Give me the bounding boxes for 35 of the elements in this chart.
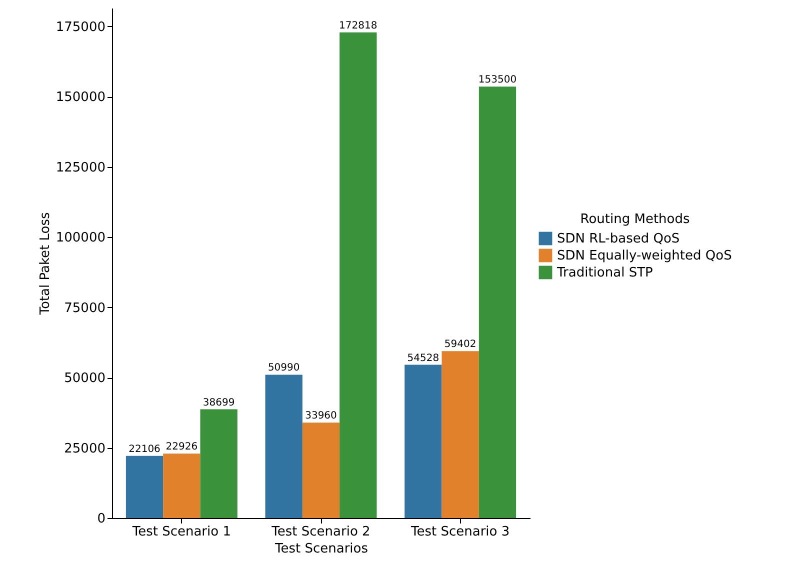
x-tick-label: Test Scenario 1 — [131, 524, 231, 540]
bar — [265, 374, 302, 518]
x-tick-label: Test Scenario 3 — [410, 524, 510, 540]
data-label: 54528 — [407, 352, 440, 364]
y-tick-label: 150000 — [56, 90, 106, 106]
bar — [126, 456, 164, 518]
y-axis-title: Total Paket Loss — [38, 212, 53, 316]
bar — [404, 364, 442, 518]
legend-label: SDN Equally-weighted QoS — [557, 248, 732, 264]
bar — [200, 409, 238, 518]
data-label: 38699 — [202, 397, 235, 408]
data-label: 50990 — [268, 362, 300, 374]
bar — [302, 422, 340, 518]
x-tick-label: Test Scenario 2 — [270, 524, 370, 540]
legend-label: Traditional STP — [556, 266, 654, 280]
y-tick-label: 175000 — [56, 20, 106, 35]
data-label: 172818 — [339, 20, 378, 32]
bar — [340, 32, 377, 518]
data-label: 22106 — [128, 444, 160, 455]
x-axis-title: Test Scenarios — [274, 542, 368, 556]
data-label: 22926 — [166, 442, 198, 453]
y-tick-label: 100000 — [56, 230, 106, 246]
data-label: 59402 — [444, 339, 476, 350]
bar — [163, 454, 200, 518]
y-tick-label: 125000 — [56, 160, 106, 176]
data-label: 33960 — [305, 410, 337, 422]
y-tick-label: 75000 — [64, 300, 106, 316]
legend-title: Routing Methods — [580, 212, 690, 227]
data-label: 153500 — [478, 74, 517, 86]
legend-label: SDN RL-based QoS — [557, 232, 680, 246]
y-tick-label: 0 — [97, 512, 106, 526]
y-tick-label: 50000 — [64, 371, 106, 386]
bar — [442, 351, 479, 518]
bar — [478, 86, 516, 518]
y-tick-label: 25000 — [64, 441, 106, 456]
